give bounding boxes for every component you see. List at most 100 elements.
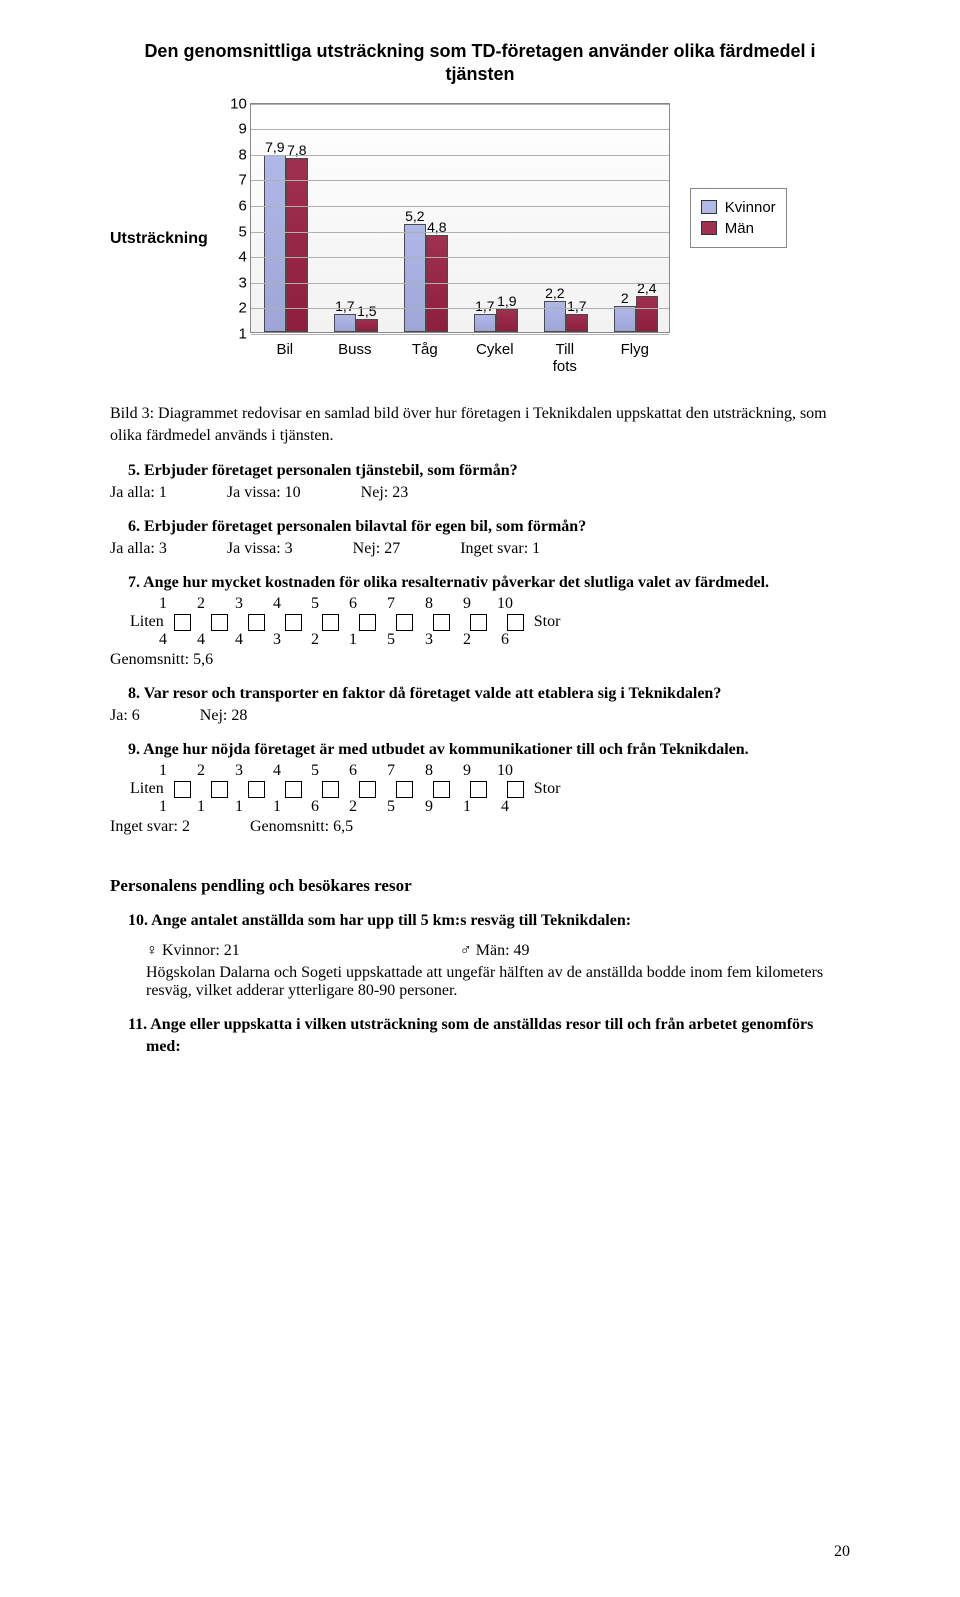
checkbox-icon[interactable] xyxy=(359,614,376,631)
legend-item-kvinnor: Kvinnor xyxy=(701,199,776,216)
x-tick-label: Cykel xyxy=(460,341,530,376)
scale-number: 10 xyxy=(486,762,524,780)
checkbox-icon[interactable] xyxy=(248,781,265,798)
q10-body: ♀ Kvinnor: 21 ♂ Män: 49 Högskolan Dalarn… xyxy=(146,942,850,1000)
bar-value-label: 1,7 xyxy=(567,298,586,314)
scale-value: 3 xyxy=(258,631,296,649)
scale-number: 4 xyxy=(258,762,296,780)
bar-value-label: 1,7 xyxy=(475,298,494,314)
q7-heading: 7. Ange hur mycket kostnaden för olika r… xyxy=(146,572,850,594)
plot-area: 7,97,81,71,55,24,81,71,92,21,722,4 12345… xyxy=(250,103,670,333)
q6-a3: Nej: 27 xyxy=(353,540,401,558)
chart-caption: Bild 3: Diagrammet redovisar en samlad b… xyxy=(110,403,850,446)
q6-a4: Inget svar: 1 xyxy=(460,540,540,558)
scale-number: 7 xyxy=(372,595,410,613)
scale-number: 6 xyxy=(334,595,372,613)
checkbox-icon[interactable] xyxy=(211,781,228,798)
scale-value: 1 xyxy=(182,798,220,816)
q10-kvinnor: ♀ Kvinnor: 21 xyxy=(146,942,240,960)
scale-value: 4 xyxy=(182,631,220,649)
bar-Till-fots-kvinnor xyxy=(544,301,566,332)
scale-number: 6 xyxy=(334,762,372,780)
y-tick-label: 1 xyxy=(225,325,247,342)
x-axis: BilBussTågCykelTillfotsFlyg xyxy=(250,341,670,376)
q5-heading: 5. Erbjuder företaget personalen tjänste… xyxy=(146,460,850,482)
q6-answers: Ja alla: 3 Ja vissa: 3 Nej: 27 Inget sva… xyxy=(110,540,850,558)
scale-value: 1 xyxy=(448,798,486,816)
bar-Cykel-kvinnor xyxy=(474,314,496,332)
bar-Bil-män xyxy=(286,158,308,332)
bar-Flyg-män xyxy=(636,296,658,332)
q9-nosvar: Inget svar: 2 xyxy=(110,818,190,836)
checkbox-icon[interactable] xyxy=(174,781,191,798)
checkbox-icon[interactable] xyxy=(285,781,302,798)
checkbox-icon[interactable] xyxy=(322,614,339,631)
x-tick-label: Buss xyxy=(320,341,390,376)
y-tick-label: 9 xyxy=(225,121,247,138)
checkbox-icon[interactable] xyxy=(248,614,265,631)
scale-number: 4 xyxy=(258,595,296,613)
q10-man: ♂ Män: 49 xyxy=(460,942,530,960)
q8-a2: Nej: 28 xyxy=(200,707,248,725)
section-heading: Personalens pendling och besökares resor xyxy=(110,876,850,896)
scale-value: 1 xyxy=(258,798,296,816)
y-tick-label: 10 xyxy=(225,95,247,112)
scale-number: 2 xyxy=(182,762,220,780)
scale-number: 3 xyxy=(220,595,258,613)
scale-value: 4 xyxy=(144,631,182,649)
scale-value: 5 xyxy=(372,798,410,816)
q8-heading: 8. Var resor och transporter en faktor d… xyxy=(146,683,850,705)
y-axis-label: Utsträckning xyxy=(110,230,208,248)
q8-a1: Ja: 6 xyxy=(110,707,140,725)
legend-swatch-kvinnor xyxy=(701,200,717,214)
bar-Flyg-kvinnor xyxy=(614,306,636,332)
checkbox-icon[interactable] xyxy=(470,614,487,631)
scale-number: 5 xyxy=(296,595,334,613)
bar-value-label: 1,5 xyxy=(357,303,376,319)
scale-number: 2 xyxy=(182,595,220,613)
y-tick-label: 3 xyxy=(225,274,247,291)
x-tick-label: Flyg xyxy=(600,341,670,376)
q10-note: Högskolan Dalarna och Sogeti uppskattade… xyxy=(146,964,850,1000)
legend-label-kvinnor: Kvinnor xyxy=(725,199,776,216)
legend-swatch-man xyxy=(701,221,717,235)
checkbox-icon[interactable] xyxy=(396,614,413,631)
q7-left-label: Liten xyxy=(130,613,164,630)
scale-value: 1 xyxy=(220,798,258,816)
checkbox-icon[interactable] xyxy=(470,781,487,798)
scale-number: 10 xyxy=(486,595,524,613)
scale-number: 9 xyxy=(448,595,486,613)
checkbox-icon[interactable] xyxy=(359,781,376,798)
y-tick-label: 2 xyxy=(225,300,247,317)
q9-extra: Inget svar: 2 Genomsnitt: 6,5 xyxy=(110,818,850,836)
chart-container: Den genomsnittliga utsträckning som TD-f… xyxy=(110,40,850,375)
checkbox-icon[interactable] xyxy=(507,614,524,631)
q9-left-label: Liten xyxy=(130,780,164,797)
checkbox-icon[interactable] xyxy=(433,781,450,798)
q6-heading: 6. Erbjuder företaget personalen bilavta… xyxy=(146,516,850,538)
scale-value: 9 xyxy=(410,798,448,816)
checkbox-icon[interactable] xyxy=(507,781,524,798)
scale-value: 2 xyxy=(448,631,486,649)
scale-value: 6 xyxy=(486,631,524,649)
checkbox-icon[interactable] xyxy=(174,614,191,631)
q6-a2: Ja vissa: 3 xyxy=(227,540,293,558)
q7-scale: 12345678910 LitenStor 4443215326 xyxy=(144,595,850,649)
checkbox-icon[interactable] xyxy=(285,614,302,631)
scale-value: 3 xyxy=(410,631,448,649)
checkbox-icon[interactable] xyxy=(322,781,339,798)
scale-number: 8 xyxy=(410,762,448,780)
scale-number: 5 xyxy=(296,762,334,780)
chart-title: Den genomsnittliga utsträckning som TD-f… xyxy=(110,40,850,87)
checkbox-icon[interactable] xyxy=(433,614,450,631)
checkbox-icon[interactable] xyxy=(396,781,413,798)
scale-value: 2 xyxy=(334,798,372,816)
page-number: 20 xyxy=(834,1543,850,1561)
y-tick-label: 6 xyxy=(225,198,247,215)
bar-Buss-kvinnor xyxy=(334,314,356,332)
checkbox-icon[interactable] xyxy=(211,614,228,631)
scale-value: 4 xyxy=(220,631,258,649)
q5-a3: Nej: 23 xyxy=(361,484,409,502)
q5-answers: Ja alla: 1 Ja vissa: 10 Nej: 23 xyxy=(110,484,850,502)
bar-Cykel-män xyxy=(496,309,518,332)
